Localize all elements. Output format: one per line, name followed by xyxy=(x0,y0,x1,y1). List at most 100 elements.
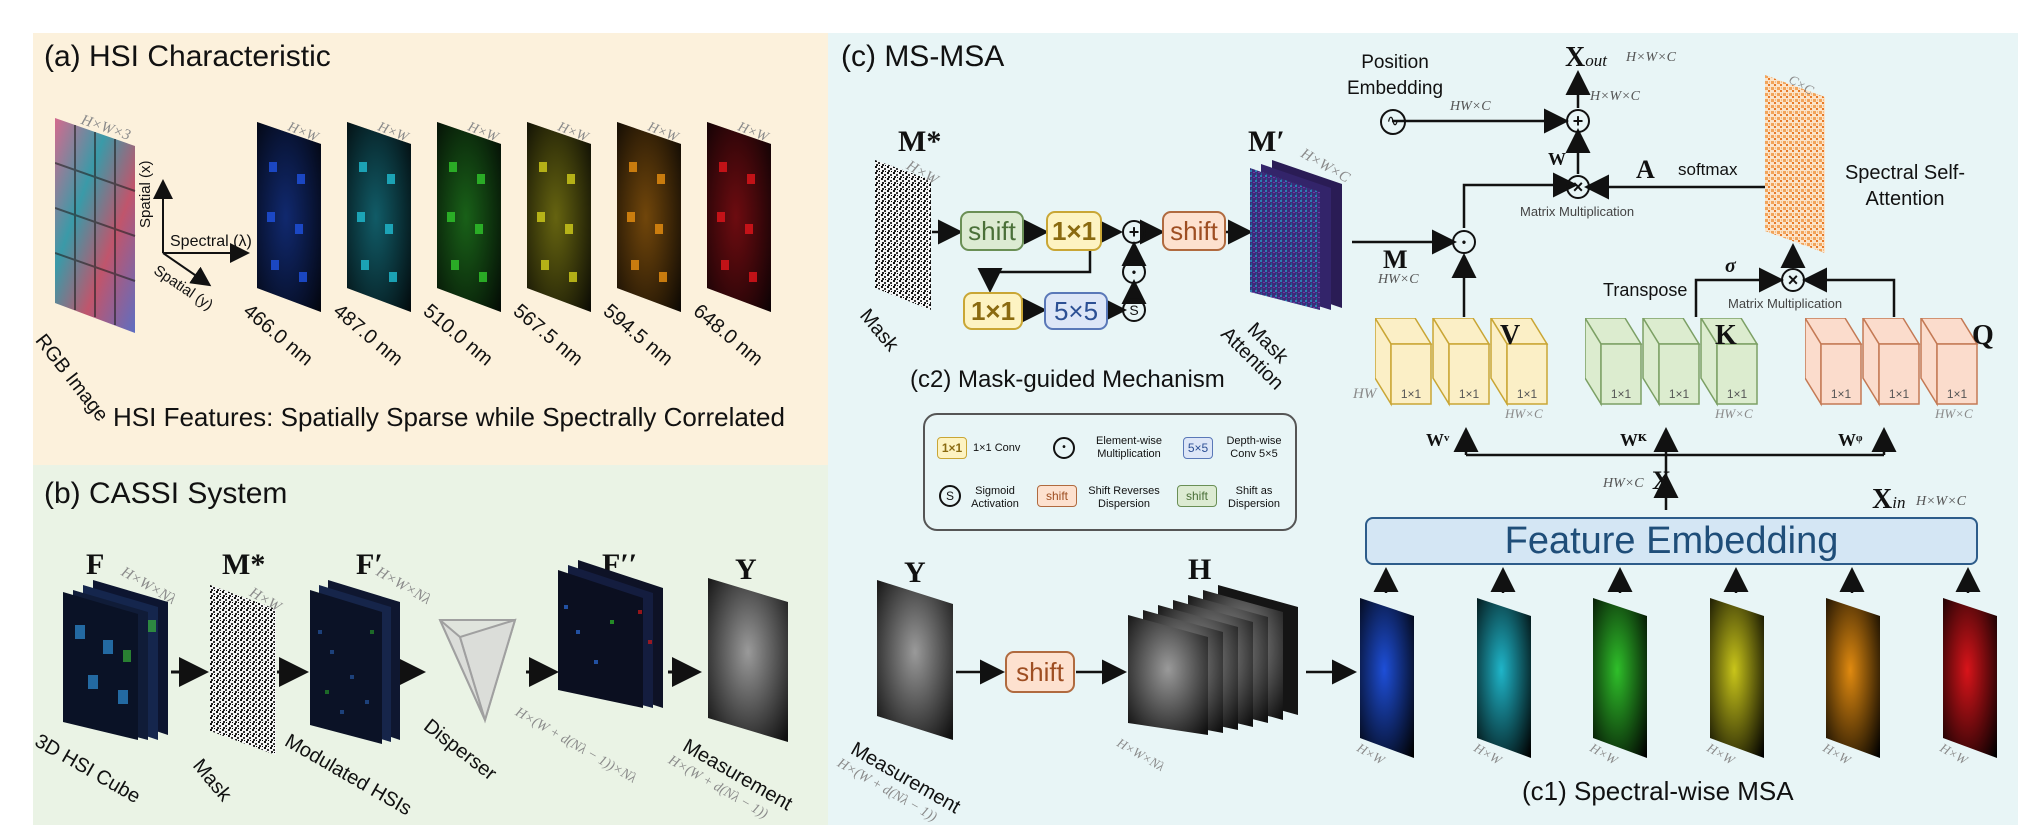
symbol-WQ: Wᵠ xyxy=(1838,430,1863,450)
svg-text:1×1: 1×1 xyxy=(1401,387,1422,401)
add-op-output: + xyxy=(1566,109,1590,133)
shift-block-c1: shift xyxy=(1005,651,1075,693)
legend-sigmoid-icon: S xyxy=(939,485,961,507)
feature-embedding-block: Feature Embedding xyxy=(1365,517,1978,565)
symbol-F: F xyxy=(86,548,105,581)
tensor-group: 1×1 1×1 1×1 xyxy=(1585,318,1759,407)
matmul-op-qk: × xyxy=(1781,268,1805,292)
symbol-Fprime: F′ xyxy=(356,548,383,581)
band-image xyxy=(437,122,501,312)
band-image xyxy=(707,122,771,312)
svg-text:1×1: 1×1 xyxy=(1459,387,1480,401)
legend-box: 1×1 1×1 Conv • Element-wise Multiplicati… xyxy=(923,413,1297,531)
add-op-c2: + xyxy=(1122,220,1146,244)
symbol-WK: Wᴷ xyxy=(1620,430,1647,450)
tensor-dim: HW×C xyxy=(1715,406,1753,421)
X-dim: HW×C xyxy=(1603,476,1644,491)
symbol-Y-c: Y xyxy=(904,556,926,589)
spectral-attention-map xyxy=(1765,75,1825,253)
panel-c-title: (c) MS-MSA xyxy=(841,40,1005,73)
elementwise-op-c2: • xyxy=(1122,260,1146,284)
conv-1x1-block-b: 1×1 xyxy=(963,292,1023,330)
legend-shift-dispersion-text: Shift as Dispersion xyxy=(1228,485,1280,510)
matmul-op-main: × xyxy=(1566,175,1590,199)
legend-depthwise-text: Depth-wise Conv 5×5 xyxy=(1226,435,1282,460)
symbol-A: A xyxy=(1636,155,1655,184)
svg-text:1×1: 1×1 xyxy=(1831,387,1852,401)
axis-x-label: Spatial (x) xyxy=(137,160,154,228)
hsi-caption: HSI Features: Spatially Sparse while Spe… xyxy=(113,402,785,432)
band-image xyxy=(617,122,681,312)
split-band-image xyxy=(1709,598,1764,758)
axis-arrows xyxy=(153,179,250,287)
axis-lambda-label: Spectral (λ) xyxy=(170,233,252,250)
symbol-H: H xyxy=(1188,553,1212,586)
tensor-group: 1×1 1×1 1×1 xyxy=(1805,318,1979,407)
svg-text:1×1: 1×1 xyxy=(1611,387,1632,401)
svg-text:1×1: 1×1 xyxy=(1669,387,1690,401)
legend-elementwise-icon: • xyxy=(1053,437,1075,459)
symbol-WV: Wᵛ xyxy=(1426,430,1450,450)
panel-b-title: (b) CASSI System xyxy=(44,477,288,510)
legend-shift-reverse-chip: shift xyxy=(1037,485,1077,507)
symbol-sigma: σ xyxy=(1725,255,1736,277)
rgb-image xyxy=(55,118,136,333)
xout-inner-dim: H×W×C xyxy=(1590,89,1641,104)
measurement-c xyxy=(877,580,953,740)
sine-wave-icon: ∿ xyxy=(1380,109,1406,135)
xout-dim: H×W×C xyxy=(1626,50,1677,65)
disperser-prism xyxy=(438,618,517,724)
legend-shift-reverse-text: Shift Reverses Dispersion xyxy=(1088,485,1160,510)
svg-text:1×1: 1×1 xyxy=(1727,387,1748,401)
modulated-hsis xyxy=(310,580,400,744)
xin-dim: H×W×C xyxy=(1916,494,1967,509)
mask-pattern-c xyxy=(875,160,931,310)
split-band-image xyxy=(1942,598,1997,758)
legend-elementwise-text: Element-wise Multiplication xyxy=(1095,435,1163,460)
dispersed-hsis xyxy=(558,560,663,708)
panel-a-title: (a) HSI Characteristic xyxy=(44,40,331,73)
conv-1x1-block-a: 1×1 xyxy=(1046,211,1102,251)
symbol-V: V xyxy=(1500,320,1521,351)
matmul-label-2: Matrix Multiplication xyxy=(1728,296,1843,311)
symbol-K: K xyxy=(1715,320,1737,351)
panel-hsi-characteristic xyxy=(33,33,828,465)
hw-dim: HW xyxy=(1353,386,1377,402)
symbol-M: M xyxy=(1383,245,1408,274)
symbol-Xout: Xout xyxy=(1565,42,1607,73)
matmul-label-1: Matrix Multiplication xyxy=(1520,204,1635,219)
tensor-dim: HW×C xyxy=(1935,406,1973,421)
shift-dispersion-block: shift xyxy=(960,211,1024,251)
softmax-label: softmax xyxy=(1678,160,1738,179)
mask-attention-map xyxy=(1250,160,1342,310)
svg-text:1×1: 1×1 xyxy=(1517,387,1538,401)
symbol-Q: Q xyxy=(1972,320,1994,351)
symbol-Mstar: M* xyxy=(222,548,266,581)
svg-text:1×1: 1×1 xyxy=(1947,387,1968,401)
shift-reverse-block: shift xyxy=(1162,211,1226,251)
sigmoid-op: S xyxy=(1122,298,1146,322)
spectral-self-attention-label: Spectral Self-Attention xyxy=(1844,162,1966,210)
band-image xyxy=(257,122,321,312)
hsi-cube xyxy=(63,580,168,740)
legend-conv11-text: 1×1 Conv xyxy=(973,442,1021,454)
symbol-X: X xyxy=(1652,466,1671,495)
split-band-image xyxy=(1360,598,1414,758)
split-band-image xyxy=(1476,598,1531,758)
shifted-stack xyxy=(1128,585,1298,735)
symbol-Mstar-c: M* xyxy=(898,125,942,158)
legend-conv55-chip: 5×5 xyxy=(1183,437,1213,459)
svg-text:1×1: 1×1 xyxy=(1889,387,1910,401)
symbol-Xin: Xin xyxy=(1872,484,1906,515)
transpose-label: Transpose xyxy=(1603,280,1688,300)
elementwise-op-mask: • xyxy=(1452,230,1476,254)
split-band-image xyxy=(1826,598,1880,758)
position-embedding-label: Position Embedding xyxy=(1346,52,1444,99)
band-image xyxy=(347,122,411,312)
band-image xyxy=(527,122,591,312)
pos-dim: HW×C xyxy=(1450,99,1491,114)
symbol-W: W xyxy=(1548,149,1566,169)
conv-5x5-block: 5×5 xyxy=(1044,292,1108,330)
split-band-image xyxy=(1593,598,1647,758)
